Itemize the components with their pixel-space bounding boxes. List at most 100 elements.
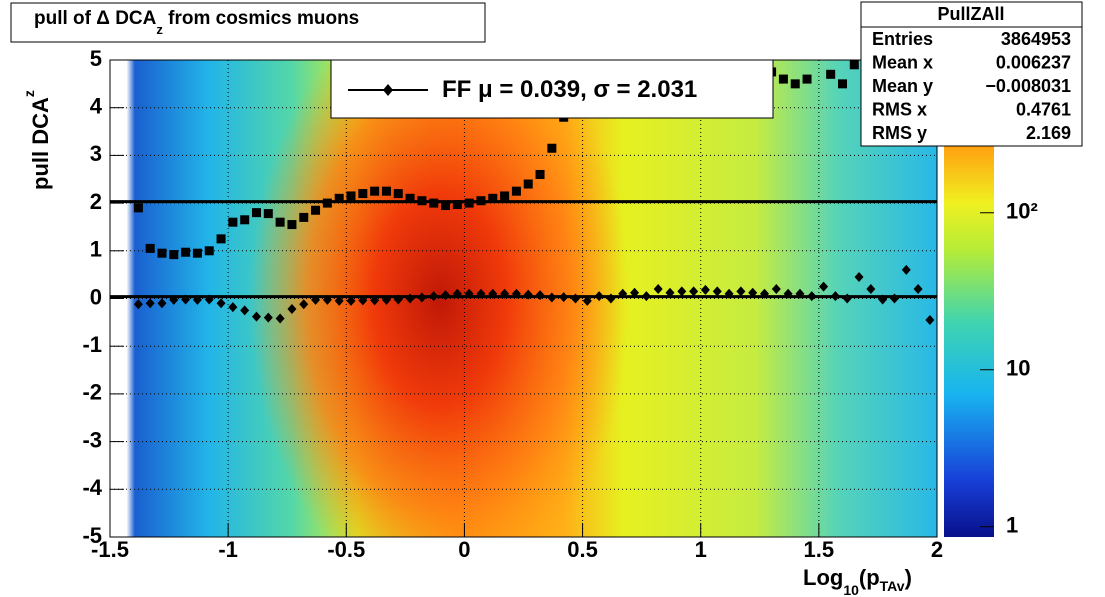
point bbox=[547, 143, 557, 153]
point bbox=[181, 247, 191, 257]
y-tick-label: 4 bbox=[90, 94, 103, 119]
x-tick-label: 0.5 bbox=[567, 537, 598, 562]
stats-label: Mean x bbox=[872, 52, 933, 72]
x-tick-label: -0.5 bbox=[327, 537, 365, 562]
point bbox=[795, 288, 805, 299]
point bbox=[429, 198, 439, 208]
point bbox=[429, 291, 439, 302]
point bbox=[736, 286, 746, 297]
point bbox=[334, 193, 344, 203]
chart-title: pull of Δ DCAz from cosmics muons bbox=[34, 8, 359, 37]
point bbox=[240, 215, 250, 225]
point bbox=[452, 288, 462, 299]
y-tick-label: 1 bbox=[90, 237, 102, 262]
point bbox=[594, 291, 604, 302]
point bbox=[169, 250, 179, 260]
point bbox=[287, 303, 297, 314]
point bbox=[322, 294, 332, 305]
x-tick-label: -1 bbox=[218, 537, 238, 562]
point bbox=[311, 294, 321, 305]
point bbox=[441, 200, 451, 210]
point bbox=[133, 299, 143, 310]
point bbox=[393, 189, 403, 199]
point bbox=[145, 298, 155, 309]
stats-value: 0.006237 bbox=[996, 52, 1071, 72]
point bbox=[157, 298, 167, 309]
z-tick-label: 10 bbox=[1006, 356, 1030, 381]
point bbox=[157, 248, 167, 258]
point bbox=[653, 283, 663, 294]
point bbox=[299, 212, 309, 222]
point bbox=[700, 284, 710, 295]
legend-marker bbox=[383, 84, 393, 96]
point bbox=[488, 193, 498, 203]
y-tick-label: 3 bbox=[90, 141, 102, 166]
point bbox=[849, 60, 859, 70]
point bbox=[476, 196, 486, 206]
point bbox=[570, 293, 580, 304]
point bbox=[488, 288, 498, 299]
point bbox=[192, 294, 202, 305]
point bbox=[547, 292, 557, 303]
x-tick-label: 1.5 bbox=[804, 537, 835, 562]
stats-label: RMS x bbox=[872, 99, 927, 119]
point bbox=[452, 200, 462, 210]
point bbox=[405, 293, 415, 304]
point bbox=[263, 312, 273, 323]
point bbox=[393, 294, 403, 305]
y-tick-label: -4 bbox=[82, 475, 102, 500]
point bbox=[837, 79, 847, 89]
point bbox=[275, 217, 285, 227]
point bbox=[523, 289, 533, 300]
stats-label: RMS y bbox=[872, 123, 927, 143]
y-tick-label: 5 bbox=[90, 46, 102, 71]
point bbox=[641, 291, 651, 302]
point bbox=[878, 294, 888, 305]
point bbox=[417, 292, 427, 303]
point bbox=[417, 196, 427, 206]
point bbox=[181, 294, 191, 305]
x-tick-label: 1 bbox=[695, 537, 707, 562]
point bbox=[464, 288, 474, 299]
point bbox=[275, 313, 285, 324]
point bbox=[842, 293, 852, 304]
point bbox=[901, 264, 911, 275]
stats-value: 2.169 bbox=[1026, 123, 1071, 143]
point bbox=[287, 220, 297, 230]
point bbox=[523, 179, 533, 189]
point bbox=[854, 272, 864, 283]
point bbox=[358, 189, 368, 199]
y-tick-label: -2 bbox=[82, 380, 102, 405]
point bbox=[228, 217, 238, 227]
point bbox=[724, 288, 734, 299]
point bbox=[204, 294, 214, 305]
point bbox=[346, 191, 356, 201]
stats-frame bbox=[860, 1, 1083, 147]
point bbox=[511, 186, 521, 196]
point bbox=[299, 299, 309, 310]
point bbox=[441, 290, 451, 301]
point bbox=[381, 294, 391, 305]
point bbox=[535, 169, 545, 179]
point bbox=[606, 293, 616, 304]
point bbox=[169, 294, 179, 305]
point bbox=[712, 286, 722, 297]
point bbox=[133, 203, 143, 213]
point bbox=[807, 291, 817, 302]
point bbox=[405, 193, 415, 203]
point bbox=[689, 286, 699, 297]
title-box bbox=[10, 2, 486, 43]
point bbox=[790, 79, 800, 89]
point bbox=[630, 287, 640, 298]
z-tick-label: 10² bbox=[1006, 199, 1038, 224]
point bbox=[251, 208, 261, 218]
stats-value: 3864953 bbox=[1001, 29, 1071, 49]
point bbox=[677, 286, 687, 297]
stats-label: Mean y bbox=[872, 76, 933, 96]
stats-label: Entries bbox=[872, 29, 933, 49]
stats-value: 0.4761 bbox=[1016, 99, 1071, 119]
y-tick-label: -5 bbox=[82, 523, 102, 548]
y-tick-label: -3 bbox=[82, 427, 102, 452]
y-axis-label: pull DCAz bbox=[21, 90, 53, 190]
